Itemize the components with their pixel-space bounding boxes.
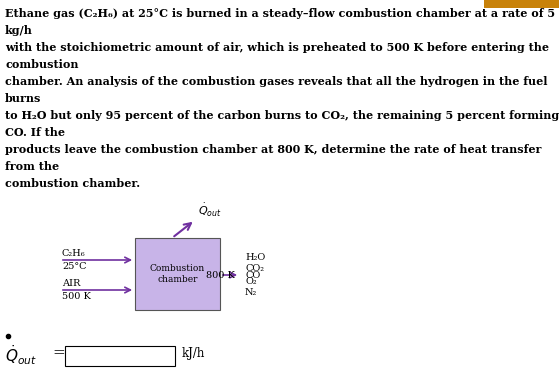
Text: burns: burns xyxy=(5,93,41,104)
Text: $\dot{Q}_{out}$: $\dot{Q}_{out}$ xyxy=(198,202,222,219)
Bar xyxy=(65,346,175,366)
Text: combustion chamber.: combustion chamber. xyxy=(5,178,140,189)
Text: =: = xyxy=(52,346,65,360)
Text: kJ/h: kJ/h xyxy=(182,347,205,361)
Text: 800 K: 800 K xyxy=(206,271,235,279)
Text: $\dot{Q}_{out}$: $\dot{Q}_{out}$ xyxy=(5,343,37,367)
Bar xyxy=(484,0,559,8)
Text: products leave the combustion chamber at 800 K, determine the rate of heat trans: products leave the combustion chamber at… xyxy=(5,144,541,155)
Text: AIR: AIR xyxy=(62,279,80,288)
Text: O₂: O₂ xyxy=(245,277,257,286)
Text: from the: from the xyxy=(5,161,59,172)
Text: CO₂: CO₂ xyxy=(245,264,264,273)
Bar xyxy=(135,238,220,310)
Text: 500 K: 500 K xyxy=(62,292,91,301)
Text: CO. If the: CO. If the xyxy=(5,127,65,138)
Text: combustion: combustion xyxy=(5,59,78,70)
Text: kg/h: kg/h xyxy=(5,25,33,36)
Text: Combustion
chamber: Combustion chamber xyxy=(150,264,205,284)
Text: CO: CO xyxy=(245,271,260,279)
Text: to H₂O but only 95 percent of the carbon burns to CO₂, the remaining 5 percent f: to H₂O but only 95 percent of the carbon… xyxy=(5,110,559,121)
Text: chamber. An analysis of the combustion gases reveals that all the hydrogen in th: chamber. An analysis of the combustion g… xyxy=(5,76,547,87)
Text: 25°C: 25°C xyxy=(62,262,87,271)
Text: H₂O: H₂O xyxy=(245,253,266,262)
Text: with the stoichiometric amount of air, which is preheated to 500 K before enteri: with the stoichiometric amount of air, w… xyxy=(5,42,549,53)
Text: C₂H₆: C₂H₆ xyxy=(62,249,86,258)
Text: N₂: N₂ xyxy=(245,288,257,297)
Text: Ethane gas (C₂H₆) at 25°C is burned in a steady–flow combustion chamber at a rat: Ethane gas (C₂H₆) at 25°C is burned in a… xyxy=(5,8,555,19)
